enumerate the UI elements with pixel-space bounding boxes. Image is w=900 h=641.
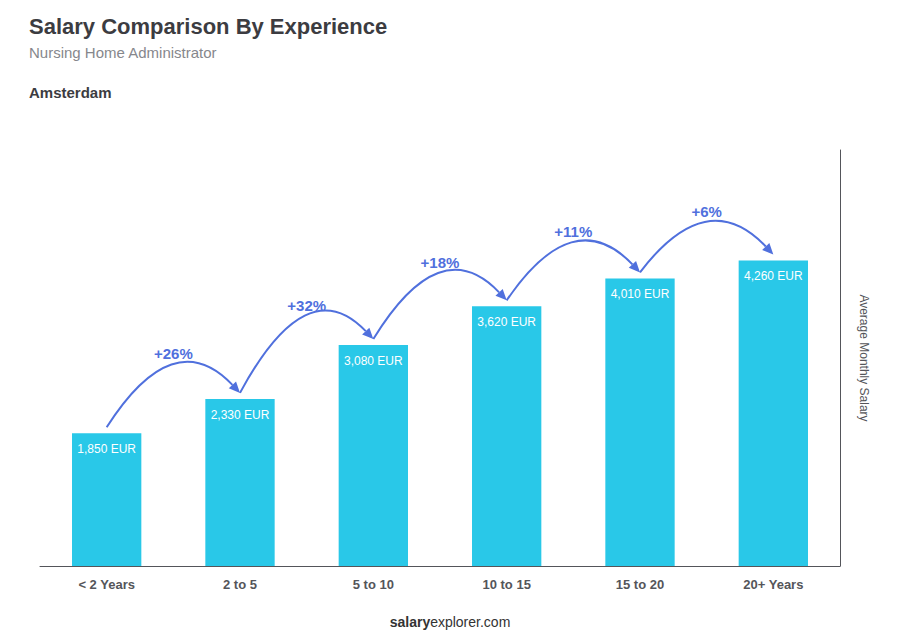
svg-text:3,080 EUR: 3,080 EUR — [344, 354, 403, 368]
svg-text:Average Monthly Salary: Average Monthly Salary — [857, 294, 871, 421]
svg-text:20+ Years: 20+ Years — [743, 577, 803, 592]
svg-text:Amsterdam: Amsterdam — [29, 84, 112, 101]
svg-text:Salary Comparison By Experienc: Salary Comparison By Experience — [29, 14, 387, 39]
svg-text:< 2 Years: < 2 Years — [78, 577, 135, 592]
svg-text:1,850 EUR: 1,850 EUR — [77, 442, 136, 456]
svg-text:+6%: +6% — [691, 203, 721, 220]
svg-text:15 to 20: 15 to 20 — [616, 577, 664, 592]
svg-text:+18%: +18% — [421, 254, 460, 271]
svg-text:10 to 15: 10 to 15 — [482, 577, 530, 592]
svg-text:Nursing Home Administrator: Nursing Home Administrator — [29, 44, 217, 61]
svg-text:3,620 EUR: 3,620 EUR — [477, 315, 536, 329]
svg-text:2 to 5: 2 to 5 — [223, 577, 257, 592]
svg-text:salary: salary — [390, 614, 431, 630]
svg-text:5 to 10: 5 to 10 — [353, 577, 394, 592]
svg-text:2,330 EUR: 2,330 EUR — [211, 408, 270, 422]
svg-text:4,260 EUR: 4,260 EUR — [744, 269, 803, 283]
svg-text:+26%: +26% — [154, 345, 193, 362]
svg-text:+32%: +32% — [287, 297, 326, 314]
svg-text:+11%: +11% — [554, 223, 592, 240]
svg-text:explorer.com: explorer.com — [430, 614, 510, 630]
svg-text:4,010 EUR: 4,010 EUR — [611, 287, 670, 301]
